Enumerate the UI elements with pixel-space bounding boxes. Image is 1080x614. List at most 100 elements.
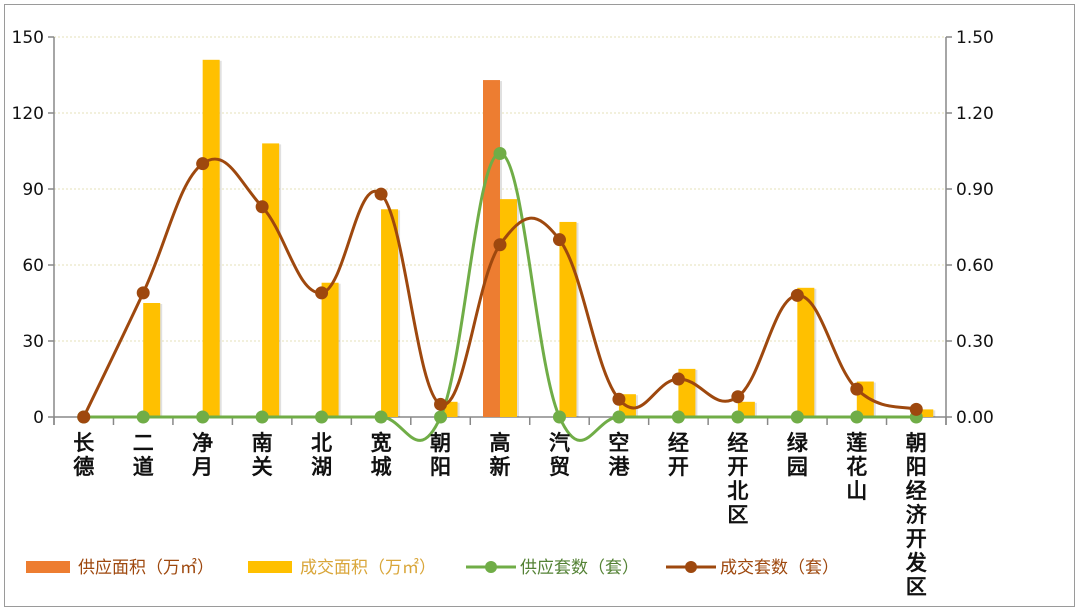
data-point xyxy=(255,200,269,214)
legend-label: 供应套数（套） xyxy=(520,558,639,578)
legend-item: 成交套数（套） xyxy=(666,558,839,578)
bar xyxy=(321,282,339,417)
category-label: 宽 xyxy=(371,431,392,455)
category-label: 南 xyxy=(252,431,273,455)
category-label: 城 xyxy=(371,455,392,479)
category-label: 经 xyxy=(906,479,927,503)
category-label: 绿 xyxy=(787,431,809,455)
category-label: 花 xyxy=(846,455,867,479)
legend-label: 成交套数（套） xyxy=(720,558,839,578)
bar xyxy=(797,287,815,417)
data-point xyxy=(136,410,150,424)
legend-item: 成交面积（万㎡） xyxy=(248,558,436,578)
category-label: 莲 xyxy=(846,431,867,455)
category-label: 朝 xyxy=(430,431,451,455)
category-label: 二 xyxy=(133,431,154,455)
data-point xyxy=(552,233,566,247)
bar xyxy=(381,209,399,417)
data-point xyxy=(612,410,626,424)
category-label: 区 xyxy=(727,503,748,527)
category-label: 长 xyxy=(73,431,95,455)
category-label: 道 xyxy=(133,455,154,479)
legend-label: 成交面积（万㎡） xyxy=(300,558,436,578)
category-label: 朝 xyxy=(906,431,927,455)
category-label: 发 xyxy=(905,551,928,575)
left-axis-label: 90 xyxy=(22,180,44,200)
category-label: 开 xyxy=(668,455,689,479)
data-point xyxy=(493,238,507,252)
data-point xyxy=(909,402,923,416)
legend-marker-icon xyxy=(485,561,497,573)
legend-marker-icon xyxy=(685,561,697,573)
data-point xyxy=(136,286,150,300)
bar xyxy=(916,409,934,417)
category-label: 港 xyxy=(608,455,630,479)
category-label: 湖 xyxy=(311,455,332,479)
legend-item: 供应套数（套） xyxy=(466,558,639,578)
legend-swatch xyxy=(26,561,70,573)
category-label: 经 xyxy=(668,431,689,455)
bar xyxy=(559,221,577,417)
data-point xyxy=(196,157,210,171)
category-label: 德 xyxy=(73,455,94,479)
bar xyxy=(500,199,517,417)
data-point xyxy=(790,410,804,424)
data-point xyxy=(493,147,507,161)
data-point xyxy=(731,410,745,424)
category-label: 月 xyxy=(191,455,213,479)
category-label: 经 xyxy=(727,431,748,455)
data-point xyxy=(315,286,329,300)
category-label: 新 xyxy=(490,455,511,479)
chart-frame xyxy=(4,4,1075,607)
data-point xyxy=(374,410,388,424)
bar xyxy=(483,80,500,418)
category-label: 汽 xyxy=(549,431,570,455)
right-axis-label: 0.30 xyxy=(956,332,994,352)
left-axis-label: 0 xyxy=(33,408,44,428)
right-axis-label: 0.60 xyxy=(956,256,994,276)
right-axis-label: 1.20 xyxy=(956,104,994,124)
category-label: 开 xyxy=(906,527,927,551)
category-label: 济 xyxy=(906,503,928,527)
data-point xyxy=(434,397,448,411)
data-point xyxy=(374,187,388,201)
category-label: 净 xyxy=(192,431,213,455)
series-line xyxy=(82,157,917,418)
data-point xyxy=(731,390,745,404)
category-label: 高 xyxy=(490,431,511,455)
data-point xyxy=(196,410,210,424)
data-point xyxy=(850,410,864,424)
category-label: 北 xyxy=(727,479,748,503)
bar xyxy=(202,59,220,418)
category-label: 贸 xyxy=(549,455,570,479)
data-point xyxy=(790,288,804,302)
right-axis-label: 0.00 xyxy=(956,408,994,428)
left-axis-label: 120 xyxy=(12,104,44,124)
data-point xyxy=(671,372,685,386)
data-point xyxy=(612,392,626,406)
data-point xyxy=(552,410,566,424)
category-label: 区 xyxy=(906,575,927,599)
left-axis-label: 150 xyxy=(12,28,44,48)
legend-label: 供应面积（万㎡） xyxy=(78,558,214,578)
category-label: 开 xyxy=(727,455,748,479)
left-axis-label: 30 xyxy=(22,332,44,352)
category-label: 北 xyxy=(311,431,332,455)
right-axis-label: 0.90 xyxy=(956,180,994,200)
bar xyxy=(262,143,280,417)
data-point xyxy=(434,410,448,424)
legend-item: 供应面积（万㎡） xyxy=(26,558,214,578)
data-point xyxy=(671,410,685,424)
category-label: 关 xyxy=(252,455,273,479)
data-point xyxy=(77,410,91,424)
category-label: 阳 xyxy=(906,455,927,479)
data-point xyxy=(850,382,864,396)
left-axis-label: 60 xyxy=(22,256,44,276)
category-label: 阳 xyxy=(430,455,451,479)
category-label: 山 xyxy=(846,479,867,503)
category-label: 园 xyxy=(787,455,808,479)
category-label: 空 xyxy=(608,431,629,455)
legend-swatch xyxy=(248,561,292,573)
data-point xyxy=(255,410,269,424)
